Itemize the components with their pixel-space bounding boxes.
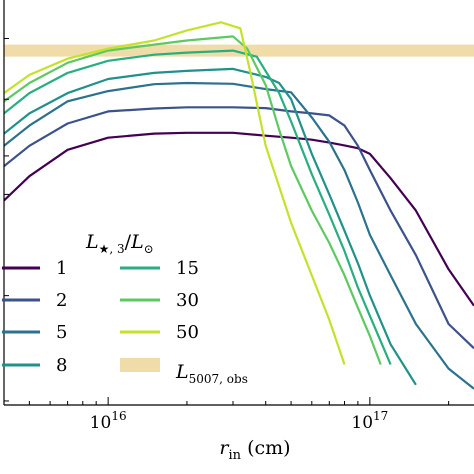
x-axis-label: rin (cm) [219, 437, 290, 463]
legend-label-15: 15 [176, 258, 199, 279]
legend-label-50: 50 [176, 322, 199, 343]
series-line-8 [4, 67, 417, 386]
observed-band [4, 44, 474, 57]
legend-label-band: L5007, obs [175, 361, 248, 386]
x-tick-label: 1017 [351, 409, 388, 433]
x-tick-label: 1016 [90, 409, 127, 433]
series-line-1 [4, 131, 474, 307]
legend-label-30: 30 [176, 290, 199, 311]
series-line-15 [4, 49, 392, 365]
series-line-50 [4, 21, 346, 365]
legend-swatch-band [120, 358, 160, 372]
legend-label-8: 8 [56, 355, 67, 376]
series-line-5 [4, 81, 474, 390]
legend-label-1: 1 [56, 258, 67, 279]
legend-title: L★, 3/L⊙ [85, 231, 154, 256]
legend-label-2: 2 [56, 290, 67, 311]
series-line-30 [4, 35, 382, 365]
legend-label-5: 5 [56, 322, 67, 343]
series-line-2 [4, 106, 474, 350]
